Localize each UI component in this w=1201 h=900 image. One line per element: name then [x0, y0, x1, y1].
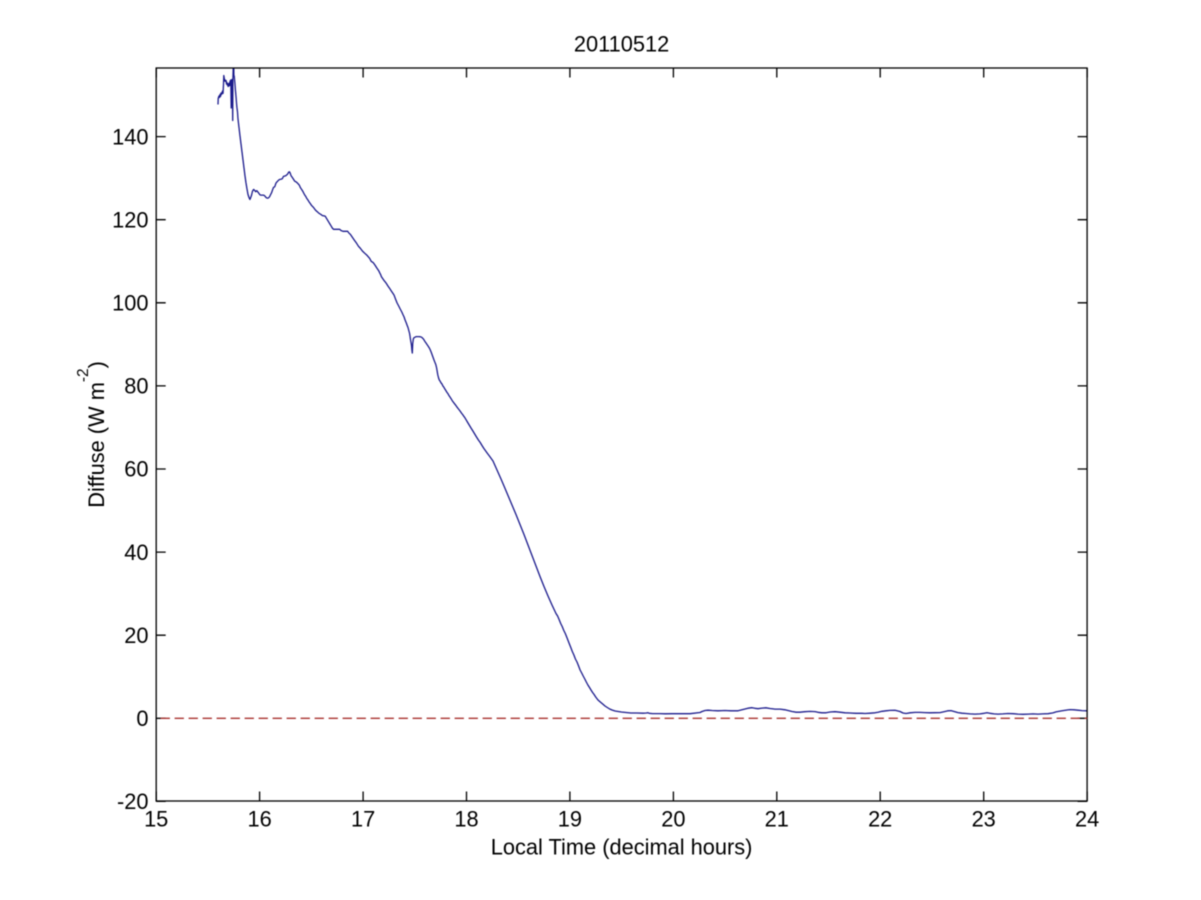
svg-text:16: 16 — [247, 806, 271, 831]
svg-text:19: 19 — [558, 806, 582, 831]
svg-text:21: 21 — [765, 806, 789, 831]
svg-text:100: 100 — [112, 291, 148, 316]
svg-text:20: 20 — [124, 623, 148, 648]
svg-text:-20: -20 — [117, 789, 149, 814]
svg-text:20110512: 20110512 — [574, 32, 669, 57]
svg-text:22: 22 — [868, 806, 892, 831]
svg-text:80: 80 — [124, 374, 148, 399]
svg-text:0: 0 — [136, 706, 148, 731]
svg-text:24: 24 — [1075, 806, 1099, 831]
svg-text:18: 18 — [454, 806, 478, 831]
svg-text:120: 120 — [112, 207, 148, 232]
svg-text:17: 17 — [351, 806, 375, 831]
svg-text:40: 40 — [124, 540, 148, 565]
svg-text:Local Time (decimal hours): Local Time (decimal hours) — [491, 835, 753, 860]
svg-text:140: 140 — [112, 124, 148, 149]
svg-text:20: 20 — [661, 806, 685, 831]
svg-text:15: 15 — [144, 806, 168, 831]
svg-text:60: 60 — [124, 457, 148, 482]
svg-text:23: 23 — [972, 806, 996, 831]
